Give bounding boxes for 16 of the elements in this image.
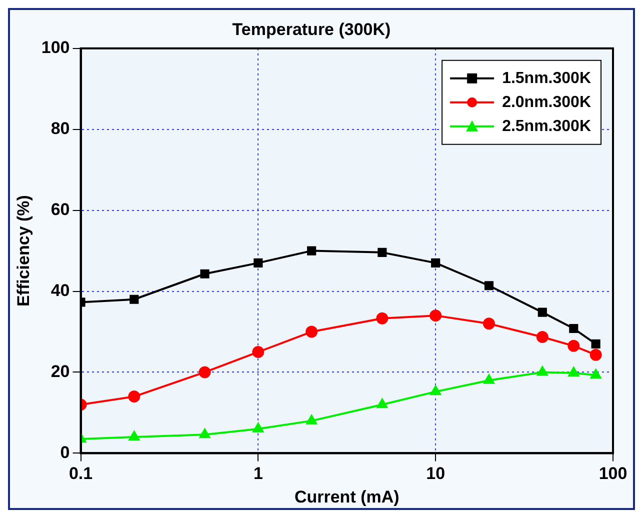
- y-tick-label: 40: [50, 280, 70, 300]
- y-tick-label: 60: [50, 200, 70, 220]
- chart-title: Temperature (300K): [232, 20, 391, 39]
- x-axis-title: Current (mA): [294, 487, 400, 506]
- legend-label: 2.5nm.300K: [502, 118, 592, 135]
- y-tick-label: 80: [50, 119, 70, 138]
- y-tick-label: 0: [60, 442, 70, 462]
- y-tick-label: 20: [50, 362, 70, 381]
- legend-label: 2.0nm.300K: [502, 94, 592, 111]
- y-tick-label: 100: [41, 38, 70, 58]
- x-tick-label: 10: [426, 464, 446, 484]
- x-tick-label: 100: [598, 464, 628, 484]
- x-tick-label: 0.1: [68, 464, 93, 484]
- legend-label: 1.5nm.300K: [502, 70, 592, 87]
- y-axis-title: Efficiency (%): [14, 195, 33, 307]
- x-tick-label: 1: [253, 464, 263, 484]
